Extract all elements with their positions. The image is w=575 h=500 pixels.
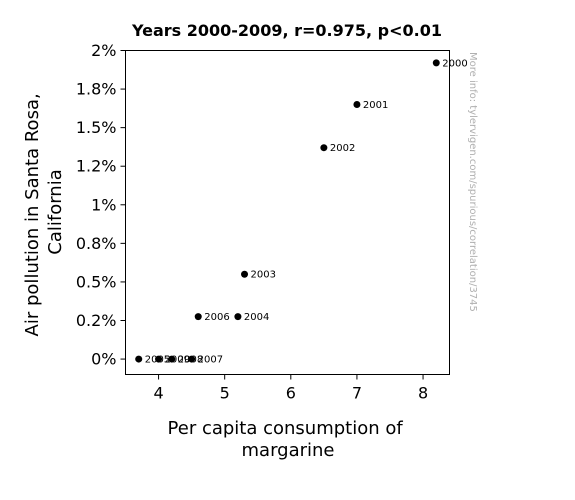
data-point [432, 59, 440, 67]
data-point [241, 270, 249, 278]
watermark: More info: tylervigen.com/spurious/corre… [467, 52, 478, 312]
data-point-label: 2002 [330, 143, 355, 154]
y-axis-label-line-1: Air pollution in Santa Rosa, [22, 93, 43, 336]
data-point-label: 2004 [244, 312, 269, 323]
y-tick-label: 1% [91, 195, 116, 214]
y-tick-label: 1.5% [76, 118, 117, 137]
data-point [194, 313, 202, 321]
plot-area [125, 50, 450, 375]
data-point-label: 2006 [204, 312, 229, 323]
y-tick-label: 0% [91, 350, 116, 369]
data-point-label: 2001 [363, 100, 388, 111]
x-tick-label: 8 [418, 384, 428, 403]
y-tick-label: 0.5% [76, 272, 117, 291]
data-point [168, 355, 176, 363]
y-axis-label: Air pollution in Santa Rosa, California [22, 88, 66, 337]
x-tick-label: 4 [153, 384, 163, 403]
data-point [188, 355, 196, 363]
x-tick-label: 5 [220, 384, 230, 403]
y-tick-label: 1.8% [76, 80, 117, 99]
x-axis: 4 5 6 7 8 [153, 374, 428, 403]
data-point [135, 355, 143, 363]
chart-title: Years 2000-2009, r=0.975, p<0.01 [131, 21, 442, 40]
data-point-label: 2000 [442, 58, 467, 69]
data-point-label: 2007 [198, 355, 223, 366]
x-tick-label: 6 [286, 384, 296, 403]
x-tick-label: 7 [352, 384, 362, 403]
data-point [155, 355, 163, 363]
data-point [234, 313, 242, 321]
x-axis-label-line-2: margarine [242, 440, 335, 461]
y-tick-label: 1.2% [76, 157, 117, 176]
y-axis: 0% 0.2% 0.5% 0.8% 1% 1.2% 1.5% 1.8% 2% [76, 41, 126, 369]
y-tick-label: 2% [91, 41, 116, 60]
data-point-label: 2008 [178, 355, 203, 366]
data-point [320, 144, 328, 152]
data-point [353, 101, 361, 108]
data-point-label: 2003 [251, 270, 276, 281]
y-tick-label: 0.2% [76, 311, 117, 330]
data-point-label: 2009 [165, 355, 190, 366]
x-axis-label: Per capita consumption of margarine [168, 418, 409, 461]
data-points: 2000200120022003200420052006200720082009 [135, 58, 468, 366]
y-tick-label: 0.8% [76, 234, 117, 253]
y-axis-label-line-2: California [45, 169, 66, 254]
x-axis-label-line-1: Per capita consumption of [168, 418, 404, 439]
